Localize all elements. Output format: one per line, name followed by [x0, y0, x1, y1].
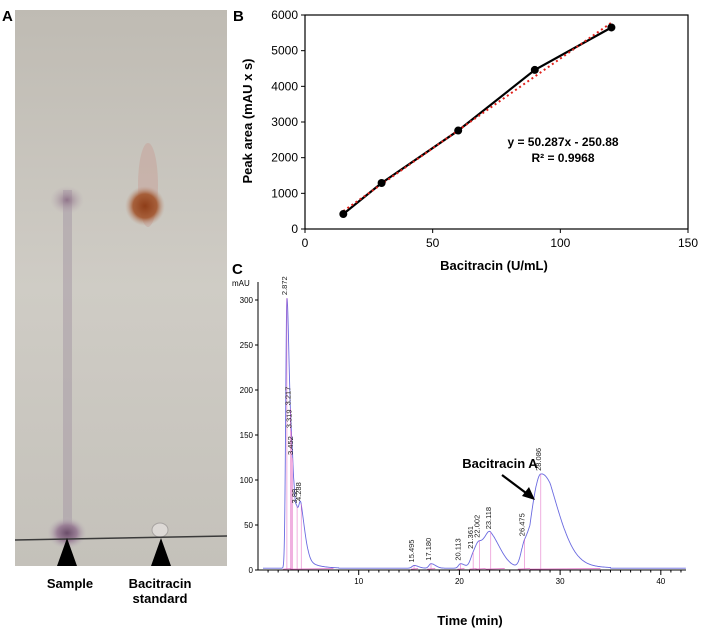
x-tick-label: 10 [354, 577, 363, 586]
data-point [530, 65, 539, 74]
y-tick-label: 3000 [271, 115, 298, 129]
y-tick-label: 4000 [271, 79, 298, 93]
y-tick-label: 2000 [271, 151, 298, 165]
y-tick-label: 0 [249, 566, 254, 575]
sample-label: Sample [46, 576, 94, 591]
y-tick-label: 50 [244, 521, 253, 530]
peak-label: 3.88 [290, 489, 299, 504]
trendline-equation: y = 50.287x - 250.88 [507, 135, 618, 149]
annotation-arrow-line [501, 474, 527, 494]
standard-label-line2: standard [132, 591, 188, 606]
chromatogram-chart: mAU Time (min) 0 50 100 150 200 250 300 10 20 30 4… [232, 276, 686, 628]
x-tick-label: 20 [455, 577, 464, 586]
annotation-arrow-head [522, 487, 535, 500]
sample-arrow [57, 538, 77, 566]
plate-background [15, 10, 227, 566]
peak-label: 15.495 [407, 540, 416, 563]
x-tick-label: 0 [302, 236, 309, 250]
peak-label: 2.872 [280, 276, 289, 295]
y-tick-label: 100 [240, 476, 254, 485]
calibration-chart: Peak area (mAU x s) Bacitracin (U/mL) 0 1… [240, 8, 698, 273]
r-squared: R² = 0.9968 [531, 151, 594, 165]
peak-label: 3.452 [286, 436, 295, 455]
peak-label: 17.180 [424, 538, 433, 561]
y-tick-label: 1000 [271, 186, 298, 200]
peak-label: 3.217 [283, 387, 292, 406]
plot-frame [304, 14, 689, 230]
peak-label: 23.118 [484, 507, 493, 529]
sample-origin [47, 517, 87, 549]
standard-origin [151, 522, 169, 538]
peak-label: 28.086 [534, 448, 543, 471]
plate-sample-streak [63, 190, 72, 530]
tlc-plate [15, 10, 227, 566]
data-point [454, 126, 463, 135]
y-tick-label: 200 [240, 386, 254, 395]
y-tick-label: 0 [291, 222, 298, 236]
peak-label: 20.113 [453, 538, 462, 560]
x-axis-label: Bacitracin (U/mL) [440, 258, 548, 273]
peak-label: 4.288 [294, 482, 303, 501]
y-axis-label: Peak area (mAU x s) [240, 58, 255, 183]
data-point [377, 178, 386, 187]
standard-label: Bacitracin standard [120, 576, 200, 606]
bacitracin-a-annotation: Bacitracin A [462, 456, 538, 471]
baseline [15, 535, 227, 541]
data-point [607, 23, 616, 32]
panel-label-a: A [2, 8, 13, 25]
peak-label: 22.002 [473, 515, 482, 538]
peak-label: 26.475 [518, 513, 527, 536]
x-tick-label: 150 [678, 236, 698, 250]
y-tick-label: 6000 [271, 8, 298, 22]
sample-spot [50, 186, 84, 214]
x-tick-label: 100 [550, 236, 570, 250]
peak-label: 21.361 [466, 526, 475, 549]
x-tick-label: 50 [426, 236, 440, 250]
y-unit-label: mAU [232, 279, 250, 288]
peak-label: 3.319 [284, 409, 293, 428]
data-point [339, 210, 348, 219]
x-tick-label: 30 [556, 577, 565, 586]
standard-arrow [151, 538, 171, 566]
y-tick-label: 5000 [271, 44, 298, 58]
y-tick-label: 250 [240, 341, 254, 350]
x-tick-label: 40 [656, 577, 665, 586]
y-tick-label: 300 [240, 296, 254, 305]
panel-label-c: C [232, 261, 243, 278]
panel-label-b: B [233, 8, 244, 25]
x-axis-label: Time (min) [437, 613, 503, 628]
standard-spot [125, 186, 165, 226]
standard-label-line1: Bacitracin [128, 576, 192, 591]
y-tick-label: 150 [240, 431, 254, 440]
chromatogram-trace [263, 298, 686, 569]
